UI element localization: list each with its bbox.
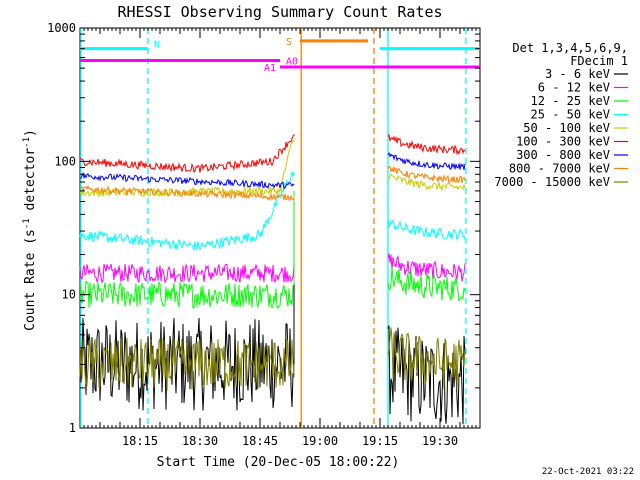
annotation-label: S [286, 37, 292, 48]
legend-label: 3 - 6 keV [545, 67, 610, 81]
annotation-label: N [154, 40, 160, 51]
series-lines [79, 133, 466, 425]
series-line [387, 165, 466, 185]
x-axis: 18:15 18:30 18:45 19:00 19:15 19:30 [83, 28, 477, 448]
legend-label: 300 - 800 keV [516, 148, 610, 162]
legend-label: 12 - 25 keV [531, 94, 610, 108]
annotation-label: A0 [286, 57, 298, 68]
series-line [387, 133, 466, 156]
y-axis-label-tail-sup: -1 [22, 137, 32, 148]
legend-label: 100 - 300 keV [516, 135, 610, 149]
legend-title: FDecim 1 [570, 54, 628, 68]
y-tick-label: 1 [69, 421, 76, 435]
footer-timestamp: 22-Oct-2021 03:22 [542, 467, 634, 477]
legend-label: 25 - 50 keV [531, 108, 610, 122]
annotation-label: A1 [264, 63, 276, 74]
series-line [79, 249, 295, 285]
series-line [387, 327, 466, 389]
y-tick-label: 1000 [47, 21, 76, 35]
series-line [387, 325, 466, 425]
legend-title: Det 1,3,4,5,6,9, [512, 41, 628, 55]
x-tick-label: 18:45 [242, 434, 278, 448]
series-line [79, 171, 295, 190]
series-line [387, 151, 466, 171]
legend-label: 7000 - 15000 keV [494, 175, 610, 189]
y-axis: 1 10 100 1000 [47, 21, 480, 435]
series-line [387, 253, 466, 282]
annotations: N S A0 A1 [80, 37, 480, 74]
series-line [387, 174, 466, 192]
y-tick-label: 10 [62, 288, 76, 302]
series-line [387, 218, 466, 242]
x-tick-label: 18:15 [122, 434, 158, 448]
legend-label: 6 - 12 keV [538, 81, 610, 95]
series-line [79, 171, 295, 252]
chart-title: RHESSI Observing Summary Count Rates [117, 3, 442, 21]
series-line [387, 267, 466, 302]
series-line [79, 337, 295, 391]
series-line [79, 134, 295, 174]
y-axis-label-close: ) [23, 129, 38, 137]
x-axis-label: Start Time (20-Dec-05 18:00:22) [157, 455, 400, 470]
y-axis-label-main: Count Rate (s [23, 229, 38, 331]
legend-label: 50 - 100 keV [523, 121, 610, 135]
legend-label: 800 - 7000 keV [509, 162, 610, 176]
series-line [79, 184, 295, 202]
y-axis-label-tail: detector [23, 148, 38, 219]
series-line [79, 190, 295, 310]
y-axis-label-sup: -1 [22, 218, 32, 229]
x-tick-label: 19:00 [302, 434, 338, 448]
y-tick-label: 100 [54, 154, 76, 168]
x-tick-label: 18:30 [182, 434, 218, 448]
x-tick-label: 19:30 [422, 434, 458, 448]
series-line [79, 284, 295, 411]
y-axis-label: Count Rate (s-1 detector-1) [22, 129, 38, 331]
x-tick-label: 19:15 [362, 434, 398, 448]
series-line [79, 138, 295, 198]
